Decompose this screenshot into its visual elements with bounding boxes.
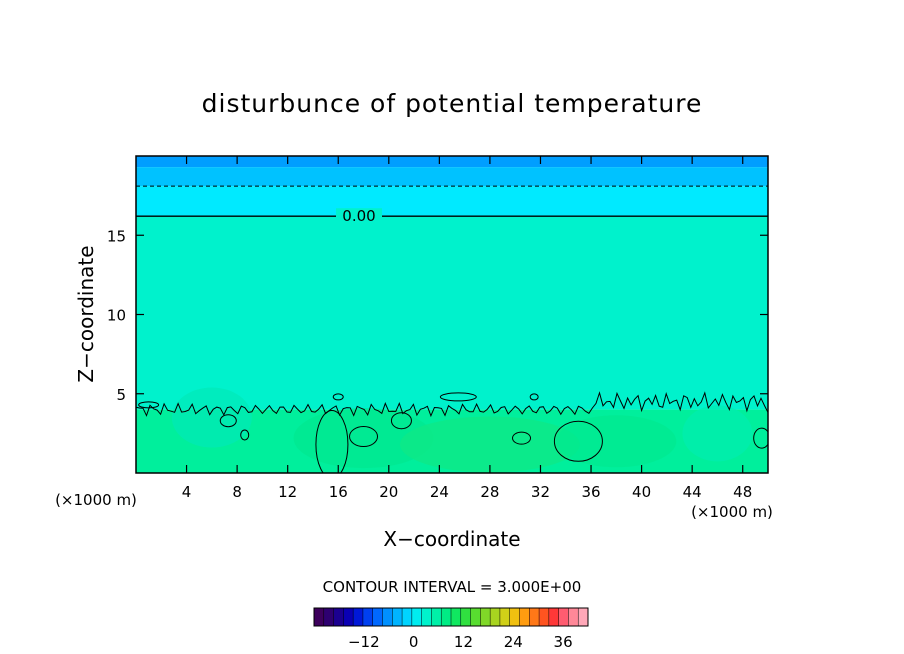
x-tick-label: 20 [379, 483, 398, 501]
colorbar-swatch [421, 608, 432, 626]
contour-loop-4 [553, 420, 603, 462]
colorbar-swatch [431, 608, 442, 626]
y-tick-label: 5 [116, 386, 126, 404]
contour-loop-11 [753, 427, 768, 449]
colorbar-swatch [343, 608, 354, 626]
colorbar-swatch [470, 608, 481, 626]
contour-loop-9 [529, 393, 539, 401]
x-tick-label: 28 [480, 483, 499, 501]
y-tick-label: 10 [107, 307, 126, 325]
colorbar-tick-label: 24 [504, 633, 523, 651]
colorbar-swatch [578, 608, 589, 626]
colorbar-swatch [460, 608, 471, 626]
colorbar-tick-labels: −12 0 12 24 36 [348, 633, 573, 651]
zero-contour-label-group: 0.00 [336, 207, 382, 225]
contour-interval-text: CONTOUR INTERVAL = 3.000E+00 [323, 578, 582, 596]
colorbar-swatch [519, 608, 530, 626]
colorbar-swatch [480, 608, 491, 626]
contour-loop-3 [512, 431, 532, 445]
colorbar-swatch [402, 608, 413, 626]
x-units-left: (×1000 m) [55, 491, 137, 509]
colorbar-swatch [539, 608, 550, 626]
colorbar-swatch [372, 608, 383, 626]
field-patch-1 [399, 416, 580, 473]
colorbar-tick-label: 12 [454, 633, 473, 651]
x-tick-label: 32 [531, 483, 550, 501]
contour-loop-0 [315, 409, 349, 473]
contour-loop-5 [219, 414, 237, 428]
field-patch-4 [682, 405, 753, 462]
plot-area [136, 156, 768, 473]
contour-loop-6 [240, 429, 250, 441]
field-patches [171, 387, 753, 473]
zero-contour-label: 0.00 [342, 207, 375, 225]
colorbar-swatch [499, 608, 511, 626]
x-tick-label: 44 [683, 483, 702, 501]
colorbar-swatch [382, 608, 393, 626]
colorbar-swatch [548, 608, 559, 626]
field-patch-0 [293, 408, 434, 469]
chart-title: disturbunce of potential temperature [202, 89, 703, 118]
y-axis-label: Z−coordinate [74, 245, 98, 382]
contour-loop-8 [332, 393, 344, 401]
x-tick-label: 40 [632, 483, 651, 501]
colorbar-tick-label: −12 [348, 633, 380, 651]
colorbar-swatch [490, 608, 501, 626]
x-axis-ticks: 4 8 12 16 20 24 28 32 36 40 44 48 [182, 156, 752, 501]
field-patch-2 [556, 415, 677, 468]
positive-contour-line [136, 391, 768, 418]
x-tick-label: 12 [278, 483, 297, 501]
colorbar-tick-label: 0 [409, 633, 419, 651]
field-band-1 [136, 167, 768, 187]
colorbar-frame [313, 607, 589, 627]
x-tick-label: 48 [733, 483, 752, 501]
y-tick-label: 15 [107, 227, 126, 245]
colorbar-swatch [333, 608, 344, 626]
x-tick-label: 24 [430, 483, 449, 501]
y-axis-ticks: 5 10 15 [107, 227, 768, 404]
colorbar-swatch [451, 608, 462, 626]
colorbar-tick-label: 36 [554, 633, 573, 651]
field-band-0 [136, 156, 768, 168]
field-band-2 [136, 186, 768, 217]
contour-lines [136, 185, 768, 473]
colorbar-swatch [558, 608, 569, 626]
contour-loop-7 [439, 392, 477, 402]
field-band-3 [136, 216, 768, 410]
x-axis-label: X−coordinate [383, 527, 520, 551]
colorbar-swatch [441, 608, 452, 626]
field-patch-3 [171, 387, 252, 448]
contour-loop-1 [349, 426, 379, 448]
colorbar-swatch [509, 608, 520, 626]
colorbar-swatch [411, 608, 422, 626]
colorbar-swatch [314, 608, 325, 626]
x-tick-label: 16 [329, 483, 348, 501]
colorbar-swatch [323, 608, 334, 626]
x-tick-label: 8 [232, 483, 242, 501]
colorbar-swatch [353, 608, 364, 626]
colorbar-swatch [362, 608, 374, 626]
contour-loop-10 [138, 401, 160, 409]
colorbar-swatch [529, 608, 540, 626]
contour-loop-2 [390, 412, 412, 430]
colorbar [313, 607, 589, 627]
x-tick-label: 4 [182, 483, 192, 501]
colorbar-swatch [392, 608, 403, 626]
x-tick-label: 36 [581, 483, 600, 501]
x-units-right: (×1000 m) [691, 503, 773, 521]
colorbar-swatch [568, 608, 579, 626]
